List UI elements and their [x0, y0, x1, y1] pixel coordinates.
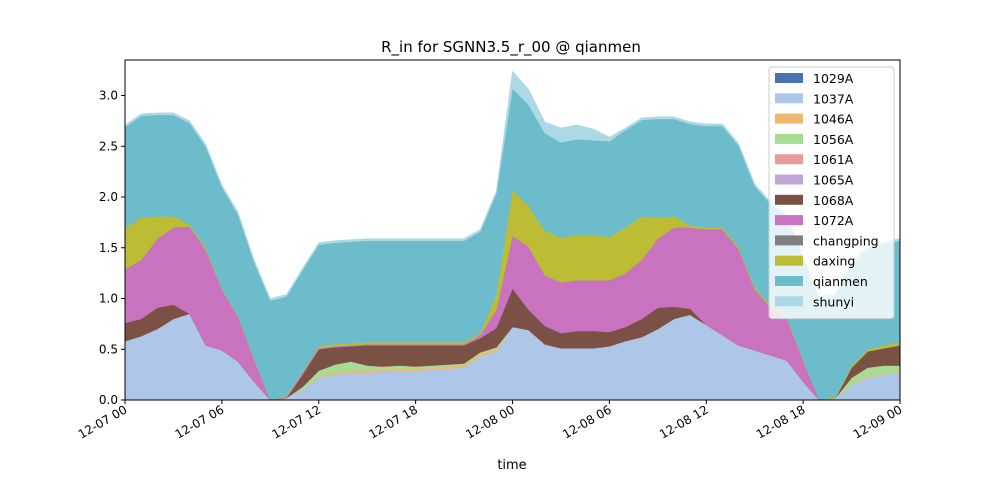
legend-swatch-changping: [775, 235, 803, 246]
legend-swatch-1046a: [775, 113, 803, 124]
legend-swatch-shunyi: [775, 296, 803, 307]
x-tick-label: 12-07 00: [76, 402, 130, 441]
legend-swatch-1056a: [775, 133, 803, 144]
legend-label-qianmen: qianmen: [813, 274, 868, 289]
legend-swatch-1029a: [775, 73, 803, 83]
y-tick-label: 1.5: [99, 241, 118, 255]
x-tick-label: 12-08 06: [560, 402, 614, 441]
legend-label-1029a: 1029A: [813, 71, 854, 86]
legend-swatch-1061a: [775, 154, 803, 165]
legend: 1029A 1037A 1046A 1056A 1061A 1065A 1068A 1072A…: [768, 66, 895, 320]
y-tick-label: 2.0: [99, 190, 118, 204]
legend-label-changping: changping: [813, 233, 879, 248]
y-tick-label: 0.0: [99, 393, 118, 407]
legend-swatch-qianmen: [775, 276, 803, 286]
y-tick-label: 0.5: [99, 342, 118, 356]
x-tick-label: 12-08 18: [754, 402, 808, 441]
legend-swatch-1068a: [775, 194, 803, 205]
x-tick-label: 12-07 18: [366, 402, 420, 441]
legend-label-shunyi: shunyi: [813, 294, 854, 309]
y-tick-label: 3.0: [99, 89, 118, 103]
y-tick-label: 1.0: [99, 292, 118, 306]
legend-label-1056a: 1056A: [813, 132, 854, 147]
legend-swatch-1072a: [775, 215, 803, 226]
legend-label-1046a: 1046A: [813, 112, 854, 127]
legend-swatch-daxing: [775, 255, 803, 266]
legend-swatch-1037a: [775, 93, 803, 104]
legend-label-1037a: 1037A: [813, 91, 854, 106]
y-tick-label: 2.5: [99, 139, 118, 153]
x-tick-label: 12-08 12: [657, 402, 711, 441]
legend-swatch-1065a: [775, 174, 803, 185]
x-tick-label: 12-07 12: [270, 402, 324, 441]
x-tick-label: 12-09 00: [851, 402, 905, 441]
x-tick-label: 12-08 00: [463, 402, 517, 441]
legend-label-1068a: 1068A: [813, 193, 854, 208]
legend-label-1072a: 1072A: [813, 213, 854, 228]
legend-label-daxing: daxing: [813, 254, 855, 269]
chart-title: R_in for SGNN3.5_r_00 @ qianmen: [381, 38, 641, 57]
legend-label-1065a: 1065A: [813, 173, 854, 188]
legend-label-1061a: 1061A: [813, 152, 854, 167]
x-axis-title: time: [497, 458, 526, 473]
x-tick-label: 12-07 06: [173, 402, 227, 441]
